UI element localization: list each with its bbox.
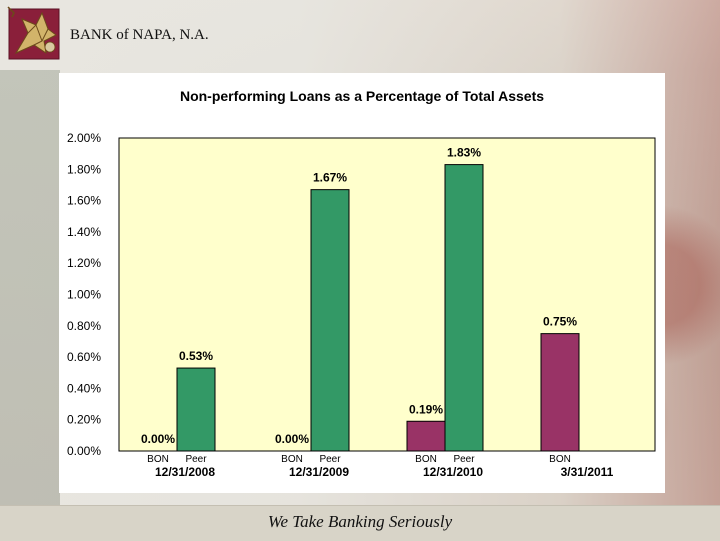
grape-leaf-icon bbox=[7, 6, 60, 60]
chart-title: Non-performing Loans as a Percentage of … bbox=[180, 88, 544, 104]
data-label: 0.00% bbox=[275, 432, 309, 446]
date-tick-label: 3/31/2011 bbox=[561, 465, 614, 479]
data-label: 1.67% bbox=[313, 171, 347, 185]
footer-bar bbox=[0, 505, 720, 541]
tagline: We Take Banking Seriously bbox=[267, 512, 453, 531]
bar-peer bbox=[310, 189, 350, 452]
data-label: 0.00% bbox=[141, 432, 175, 446]
bar-peer bbox=[444, 164, 484, 452]
bar-peer bbox=[176, 367, 216, 452]
y-tick-label: 0.00% bbox=[67, 444, 101, 458]
y-tick-label: 2.00% bbox=[67, 131, 101, 145]
chart-panel: Non-performing Loans as a Percentage of … bbox=[59, 73, 665, 493]
background-vineyard bbox=[0, 70, 60, 510]
y-tick-label: 1.40% bbox=[67, 225, 101, 239]
data-label: 0.53% bbox=[179, 349, 213, 363]
y-tick-label: 0.40% bbox=[67, 381, 101, 395]
y-tick-label: 1.60% bbox=[67, 194, 101, 208]
y-tick-label: 0.60% bbox=[67, 350, 101, 364]
data-label: 0.19% bbox=[409, 402, 443, 416]
bars: 0.00% 0.53% 0.00% 1.67% 0.19% 1.83% 0.75% bbox=[141, 146, 580, 452]
series-tick-label: Peer bbox=[453, 454, 475, 465]
y-tick-label: 1.20% bbox=[67, 256, 101, 270]
series-tick-label: Peer bbox=[185, 454, 207, 465]
npl-bar-chart: Non-performing Loans as a Percentage of … bbox=[67, 88, 656, 479]
series-tick-label: BON bbox=[147, 454, 169, 465]
series-tick-label: BON bbox=[415, 454, 437, 465]
date-tick-label: 12/31/2009 bbox=[289, 465, 349, 479]
bar-bon bbox=[406, 420, 446, 452]
date-tick-label: 12/31/2010 bbox=[423, 465, 483, 479]
data-label: 0.75% bbox=[543, 315, 577, 329]
series-tick-label: Peer bbox=[319, 454, 341, 465]
y-tick-label: 1.80% bbox=[67, 162, 101, 176]
data-label: 1.83% bbox=[447, 146, 481, 160]
y-tick-label: 1.00% bbox=[67, 288, 101, 302]
y-axis: 0.00% 0.20% 0.40% 0.60% 0.80% 1.00% 1.20% 1.40%… bbox=[67, 131, 101, 458]
series-tick-label: BON bbox=[281, 454, 303, 465]
series-tick-label: BON bbox=[549, 454, 571, 465]
y-tick-label: 0.20% bbox=[67, 413, 101, 427]
bar-bon bbox=[540, 333, 580, 452]
bank-name: BANK of NAPA, N.A. bbox=[70, 27, 209, 43]
date-tick-label: 12/31/2008 bbox=[155, 465, 215, 479]
y-tick-label: 0.80% bbox=[67, 319, 101, 333]
